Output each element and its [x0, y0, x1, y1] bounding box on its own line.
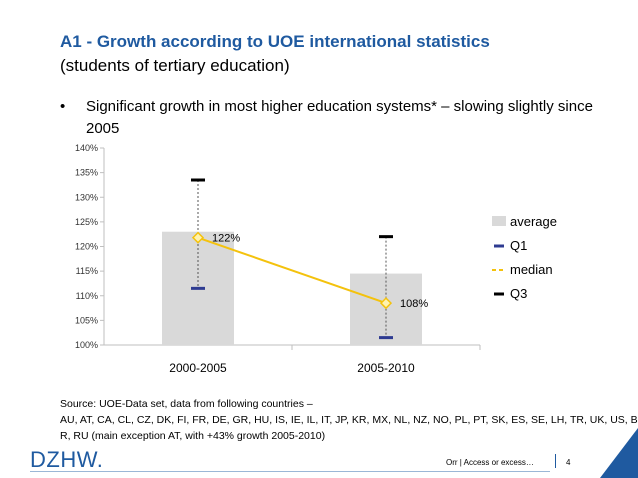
slide-title: A1 - Growth according to UOE internation… — [60, 32, 490, 51]
y-tick-label: 135% — [75, 168, 98, 178]
legend-swatch-average — [492, 216, 506, 226]
y-tick-label: 115% — [76, 266, 98, 276]
y-tick-label: 100% — [75, 340, 98, 350]
y-tick-label: 120% — [75, 242, 98, 252]
legend-label: average — [510, 214, 557, 229]
y-tick-label: 140% — [75, 143, 98, 153]
footer-divider — [30, 471, 550, 472]
x-category-label: 2005-2010 — [357, 361, 415, 375]
page-number: 4 — [566, 458, 571, 467]
corner-decoration — [600, 428, 638, 478]
median-data-label: 108% — [400, 298, 428, 310]
y-tick-label: 125% — [75, 217, 98, 227]
bullet-text: Significant growth in most higher educat… — [86, 98, 593, 137]
source-line-3: R, RU (main exception AT, with +43% grow… — [60, 430, 326, 442]
median-point — [379, 297, 393, 310]
bullet-marker: • — [60, 98, 66, 115]
source-line-1: Source: UOE-Data set, data from followin… — [60, 398, 313, 410]
source-line-2: AU, AT, CA, CL, CZ, DK, FI, FR, DE, GR, … — [60, 414, 638, 426]
footer-text: Orr | Access or excess… — [446, 458, 534, 467]
dzhw-logo: DZHW. — [30, 447, 104, 472]
footer-separator — [555, 454, 556, 468]
x-category-label: 2000-2005 — [169, 361, 227, 375]
legend-label: Q3 — [510, 286, 527, 301]
legend-label: Q1 — [510, 238, 527, 253]
median-data-label: 122% — [212, 233, 240, 245]
y-tick-label: 130% — [75, 192, 98, 202]
median-line — [197, 236, 387, 305]
legend-label: median — [510, 262, 553, 277]
source-note: Source: UOE-Data set, data from followin… — [60, 396, 638, 444]
slide-subtitle: (students of tertiary education) — [60, 56, 290, 75]
y-tick-label: 110% — [76, 291, 98, 301]
y-tick-label: 105% — [75, 315, 98, 325]
median-point — [191, 231, 205, 244]
